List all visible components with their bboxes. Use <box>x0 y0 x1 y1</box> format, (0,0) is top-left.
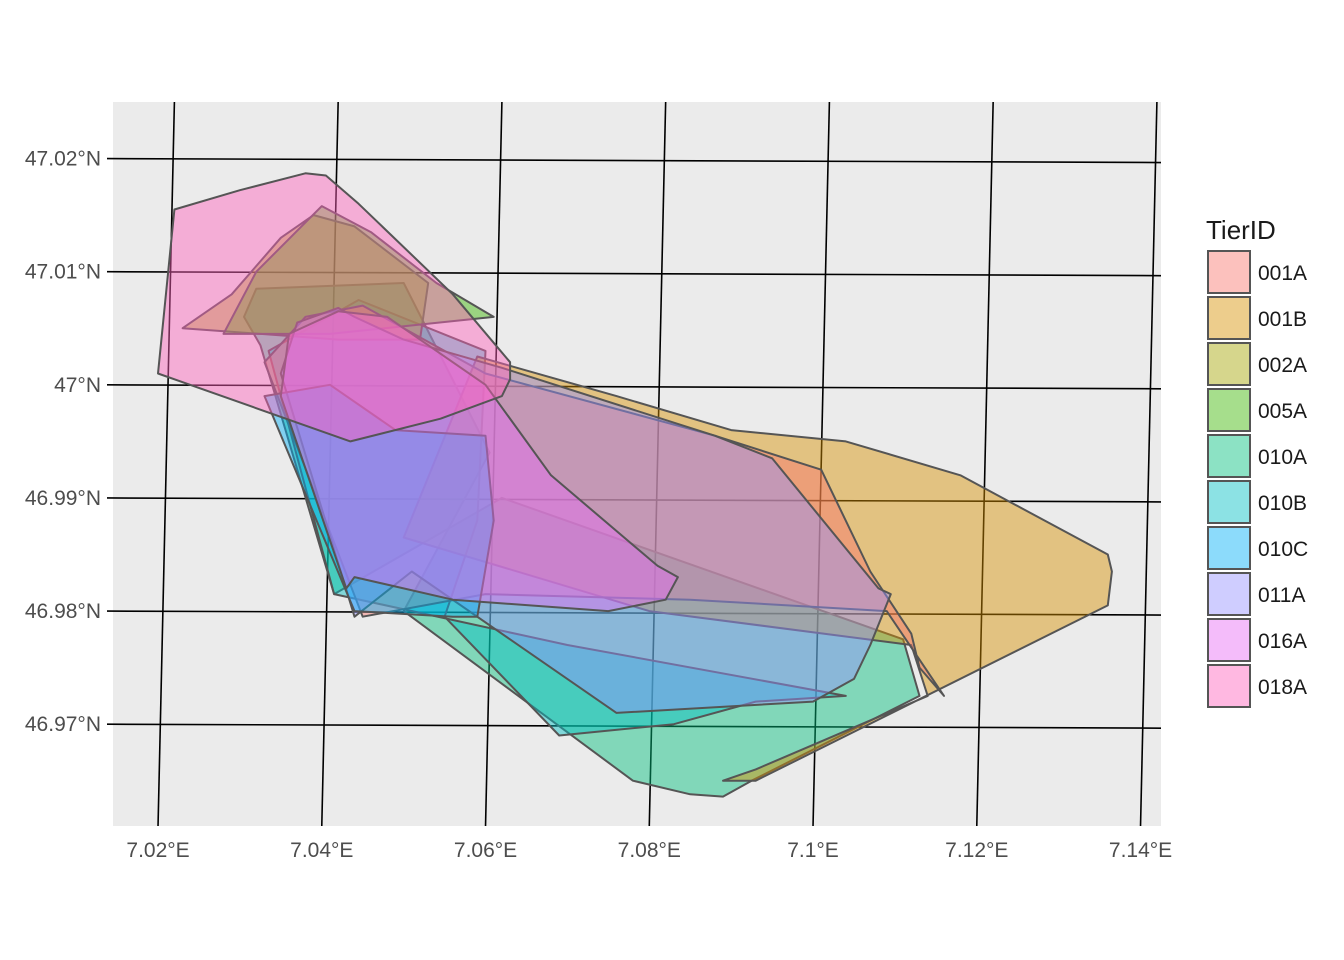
x-tick-label: 7.12°E <box>945 839 1008 862</box>
polygon-011a <box>279 306 892 714</box>
parallel-line-5 <box>106 157 1162 164</box>
legend-label-001a: 001A <box>1258 262 1307 285</box>
y-tick-label: 47.01°N <box>25 261 101 284</box>
meridian-line-0 <box>157 101 176 827</box>
legend-label-010c: 010C <box>1258 538 1308 561</box>
legend: TierID 001A001B002A005A010A010B010C011A0… <box>1206 215 1308 708</box>
legend-label-002a: 002A <box>1258 354 1307 377</box>
x-tick-label: 7.04°E <box>290 839 353 862</box>
x-tick-label: 7.08°E <box>618 839 681 862</box>
parallel-line-4 <box>106 270 1162 277</box>
y-tick-label: 47.02°N <box>25 148 101 171</box>
meridian-line-6 <box>1139 101 1158 827</box>
legend-label-005a: 005A <box>1258 400 1307 423</box>
parallel-line-2 <box>106 497 1162 503</box>
polygons-layer <box>157 172 1113 798</box>
legend-key-016a <box>1207 618 1251 662</box>
legend-label-010a: 010A <box>1258 446 1307 469</box>
polygon-001b <box>402 355 1113 782</box>
legend-key-005a <box>1207 388 1251 432</box>
legend-key-010a <box>1207 434 1251 478</box>
meridian-line-1 <box>320 101 339 827</box>
legend-key-018a <box>1207 664 1251 708</box>
x-tick-label: 7.14°E <box>1109 839 1172 862</box>
x-tick-label: 7.1°E <box>787 839 839 862</box>
graticule <box>106 101 1162 827</box>
legend-items: 001A 001B 002A 005A 010A 010B 010C 011A 016A 018A <box>1207 250 1308 708</box>
y-tick-label: 46.98°N <box>25 600 101 623</box>
legend-key-001a <box>1207 250 1251 294</box>
legend-label-010b: 010B <box>1258 492 1307 515</box>
polygon-010c <box>263 383 495 618</box>
legend-key-010b <box>1207 480 1251 524</box>
y-tick-label: 46.97°N <box>25 713 101 736</box>
legend-key-002a <box>1207 342 1251 386</box>
legend-label-011a: 011A <box>1258 584 1306 607</box>
meridian-line-3 <box>648 101 667 827</box>
panel-background <box>113 102 1161 826</box>
legend-title: TierID <box>1206 215 1276 245</box>
meridian-line-4 <box>812 101 831 827</box>
legend-key-001b <box>1207 296 1251 340</box>
x-tick-label: 7.02°E <box>126 839 189 862</box>
legend-label-016a: 016A <box>1258 630 1307 653</box>
polygon-005a <box>222 205 495 335</box>
y-tick-label: 46.99°N <box>25 487 101 510</box>
parallel-line-1 <box>106 610 1162 616</box>
x-axis: 7.02°E 7.04°E 7.06°E 7.08°E 7.1°E 7.12°E 7.14°… <box>126 839 1172 862</box>
polygon-010a <box>243 282 921 798</box>
meridian-line-5 <box>975 101 994 827</box>
y-axis: 46.97°N 46.98°N 46.99°N 47°N 47.01°N 47.02°N <box>25 148 101 737</box>
polygon-018a <box>157 172 512 443</box>
x-tick-label: 7.06°E <box>454 839 517 862</box>
legend-key-011a <box>1207 572 1251 616</box>
y-tick-label: 47°N <box>54 374 101 397</box>
meridian-line-2 <box>484 101 503 827</box>
legend-label-018a: 018A <box>1258 676 1307 699</box>
legend-label-001b: 001B <box>1258 308 1307 331</box>
polygon-016a <box>279 310 679 613</box>
parallel-line-0 <box>106 723 1162 729</box>
legend-key-010c <box>1207 526 1251 570</box>
